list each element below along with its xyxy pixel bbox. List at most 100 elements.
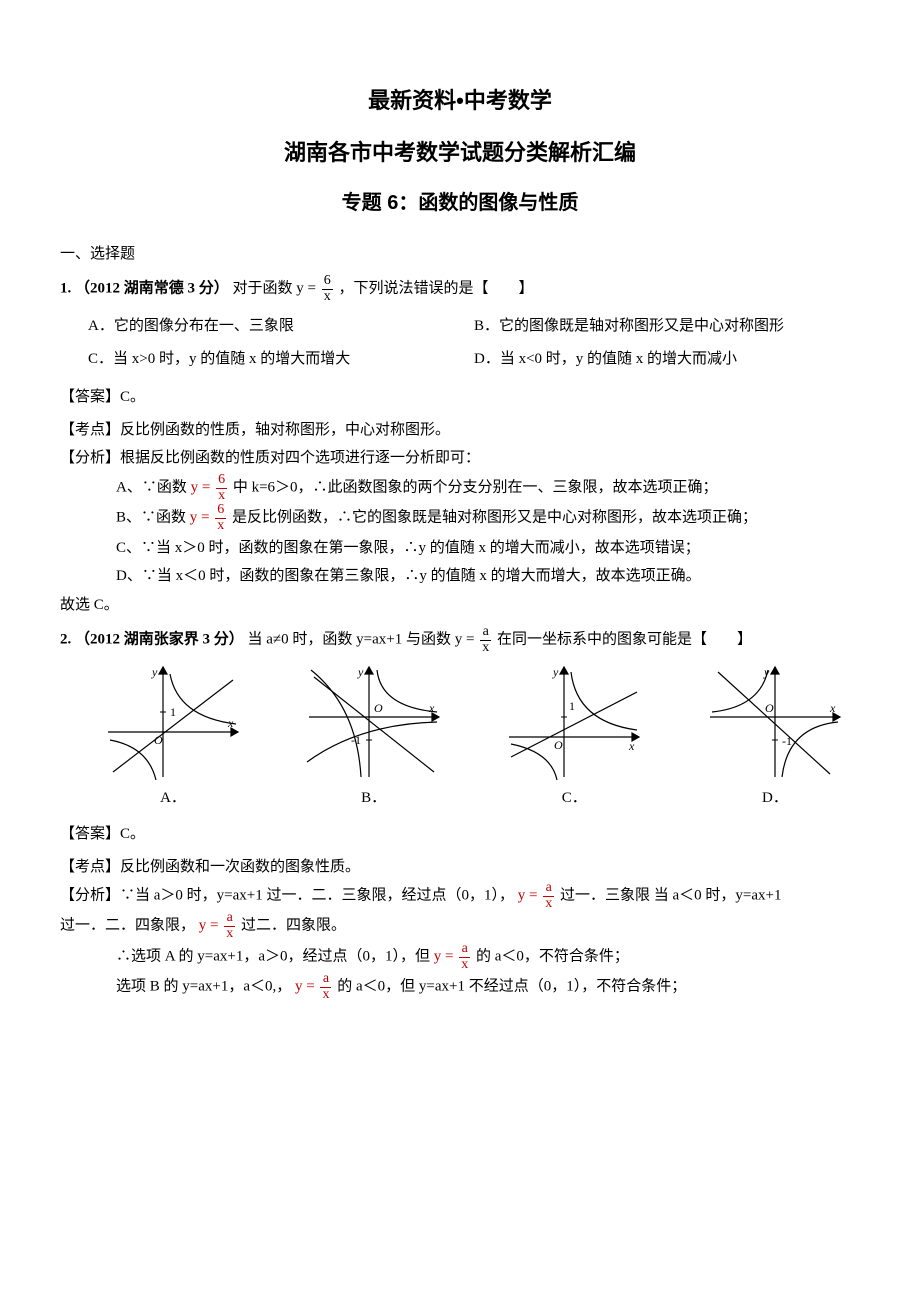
- q1-a-den: x: [216, 489, 227, 504]
- q1-fenxi-label: 【分析】: [60, 450, 120, 466]
- q2-fenxi-line1: 【分析】∵当 a＞0 时，y=ax+1 过一．二．三象限，经过点（0，1）， y…: [60, 881, 860, 911]
- q2-graph-b: O x y -1 B．: [289, 662, 459, 813]
- q1-a-p2: 中 k=6＞0，∴此函数图象的两个分支分别在一、三象限，故本选项正确；: [233, 480, 718, 496]
- q1-b-num: 6: [215, 503, 226, 519]
- q2-a-yeq: y =: [434, 948, 454, 964]
- q1-kaodian-text: 反比例函数的性质，轴对称图形，中心对称图形。: [120, 422, 450, 438]
- graph-a-one: 1: [170, 705, 176, 719]
- q1-a-num: 6: [216, 473, 227, 489]
- graph-c-svg: O x y 1: [499, 662, 649, 782]
- q2-stem: 2. （2012 湖南张家界 3 分） 当 a≠0 时，函数 y=ax+1 与函…: [60, 625, 860, 655]
- q2-fx-num1: a: [543, 881, 554, 897]
- q2-kaodian: 【考点】反比例函数和一次函数的图象性质。: [60, 853, 860, 882]
- q1-b-den: x: [215, 519, 226, 534]
- q1-stem-before: 对于函数: [233, 281, 297, 297]
- q2-a-num: a: [459, 942, 470, 958]
- q2-fx-frac1: a x: [543, 881, 554, 911]
- q1-analysis-d: D、∵当 x＜0 时，函数的图象在第三象限，∴y 的值随 x 的增大而增大，故本…: [116, 562, 860, 591]
- q2-stem-yeq: y =: [455, 632, 475, 648]
- q2-a-p1: ∴选项 A 的 y=ax+1，a＞0，经过点（0，1），但: [116, 948, 434, 964]
- q1-a-p1: A、∵函数: [116, 480, 191, 496]
- q2-fx-p2: 过一．三象限 当 a＜0 时，y=ax+1: [560, 888, 782, 904]
- q1-fenxi-intro: 【分析】根据反比例函数的性质对四个选项进行逐一分析即可：: [60, 444, 860, 473]
- q2-stem-frac: a x: [480, 625, 491, 655]
- q1-source: （2012 湖南常德 3 分）: [75, 281, 229, 297]
- graph-c-x: x: [628, 739, 635, 753]
- title-topic: 专题 6：函数的图像与性质: [60, 184, 860, 222]
- q1-analysis-a: A、∵函数 y = 6 x 中 k=6＞0，∴此函数图象的两个分支分别在一、三象…: [116, 473, 860, 503]
- q1-formula-num: 6: [322, 274, 333, 290]
- q2-label-c: C．: [489, 784, 659, 813]
- q2-graph-c: O x y 1 C．: [489, 662, 659, 813]
- title-main: 最新资料•中考数学: [60, 80, 860, 122]
- q2-fx-frac2: a x: [224, 911, 235, 941]
- q2-analysis-b: 选项 B 的 y=ax+1，a＜0,， y = a x 的 a＜0，但 y=ax…: [116, 972, 860, 1002]
- q2-fx-den2: x: [224, 927, 235, 942]
- q2-graph-row: O x y 1 A． O x y -1 B．: [88, 662, 860, 813]
- q2-fx-den1: x: [543, 897, 554, 912]
- section-heading: 一、选择题: [60, 240, 860, 269]
- q2-stem-num: a: [480, 625, 491, 641]
- q1-b-frac: 6 x: [215, 503, 226, 533]
- q2-label-a: A．: [88, 784, 258, 813]
- graph-d-svg: O x y -1: [700, 662, 850, 782]
- graph-b-x: x: [428, 701, 435, 715]
- q2-fenxi-line2: 过一．二．四象限， y = a x 过二．四象限。: [60, 911, 860, 941]
- q1-formula-frac: 6 x: [322, 274, 333, 304]
- q2-answer: 【答案】C。: [60, 820, 860, 849]
- q1-b-p1: B、∵函数: [116, 510, 190, 526]
- q2-number: 2.: [60, 632, 71, 648]
- q2-fx-num2: a: [224, 911, 235, 927]
- q1-conclusion: 故选 C。: [60, 591, 860, 620]
- q2-graph-a: O x y 1 A．: [88, 662, 258, 813]
- q2-answer-label: 【答案】: [60, 826, 120, 842]
- q2-label-b: B．: [289, 784, 459, 813]
- graph-b-negone: -1: [351, 733, 361, 747]
- q1-analysis-c: C、∵当 x＞0 时，函数的图象在第一象限，∴y 的值随 x 的增大而减小，故本…: [116, 534, 860, 563]
- q1-answer-val: C。: [120, 389, 145, 405]
- graph-b-svg: O x y -1: [299, 662, 449, 782]
- q2-fx-p1: ∵当 a＞0 时，y=ax+1 过一．二．三象限，经过点（0，1），: [120, 888, 514, 904]
- graph-a-origin: O: [154, 733, 163, 747]
- q2-fx-l2-p2: 过二．四象限。: [241, 918, 346, 934]
- graph-a-svg: O x y 1: [98, 662, 248, 782]
- q1-fenxi-text: 根据反比例函数的性质对四个选项进行逐一分析即可：: [120, 450, 480, 466]
- graph-d-origin: O: [765, 701, 774, 715]
- q1-b-p2: 是反比例函数，∴它的图象既是轴对称图形又是中心对称图形，故本选项正确；: [232, 510, 757, 526]
- q1-opt-c: C．当 x>0 时，y 的值随 x 的增大而增大: [88, 345, 474, 374]
- q1-kaodian-label: 【考点】: [60, 422, 120, 438]
- q1-stem: 1. （2012 湖南常德 3 分） 对于函数 y = 6 x ，下列说法错误的…: [60, 274, 860, 304]
- graph-b-y: y: [357, 665, 364, 679]
- q2-a-den: x: [459, 958, 470, 973]
- q2-a-p2: 的 a＜0，不符合条件；: [476, 948, 629, 964]
- q1-stem-after: ，下列说法错误的是【 】: [339, 281, 534, 297]
- graph-b-origin: O: [374, 701, 383, 715]
- graph-c-origin: O: [554, 738, 563, 752]
- q2-answer-val: C。: [120, 826, 145, 842]
- q1-options: A．它的图像分布在一、三象限 B．它的图像既是轴对称图形又是中心对称图形 C．当…: [88, 310, 860, 375]
- graph-d-y: y: [763, 665, 770, 679]
- graph-d-negone: -1: [782, 734, 792, 748]
- q1-formula-den: x: [322, 290, 333, 305]
- q2-stem-den: x: [480, 641, 491, 656]
- q1-opt-d: D．当 x<0 时，y 的值随 x 的增大而减小: [474, 345, 860, 374]
- graph-a-y: y: [151, 665, 158, 679]
- graph-d-x: x: [829, 701, 836, 715]
- q2-analysis-a: ∴选项 A 的 y=ax+1，a＞0，经过点（0，1），但 y = a x 的 …: [116, 942, 860, 972]
- q2-a-frac: a x: [459, 942, 470, 972]
- q2-stem-p2: 在同一坐标系中的图象可能是【 】: [497, 632, 752, 648]
- q2-b-p1: 选项 B 的 y=ax+1，a＜0,，: [116, 979, 291, 995]
- q1-a-yeq: y =: [191, 480, 211, 496]
- q2-fenxi-label: 【分析】: [60, 888, 120, 904]
- q2-b-frac: a x: [320, 972, 331, 1002]
- q2-source: （2012 湖南张家界 3 分）: [75, 632, 244, 648]
- q2-graph-d: O x y -1 D．: [690, 662, 860, 813]
- q1-b-yeq: y =: [190, 510, 210, 526]
- q2-b-p2: 的 a＜0，但 y=ax+1 不经过点（0，1），不符合条件；: [337, 979, 686, 995]
- title-sub: 湖南各市中考数学试题分类解析汇编: [60, 132, 860, 174]
- q2-b-den: x: [320, 988, 331, 1003]
- q2-b-num: a: [320, 972, 331, 988]
- q2-label-d: D．: [690, 784, 860, 813]
- q1-formula-lhs: y =: [296, 281, 316, 297]
- graph-c-y: y: [552, 665, 559, 679]
